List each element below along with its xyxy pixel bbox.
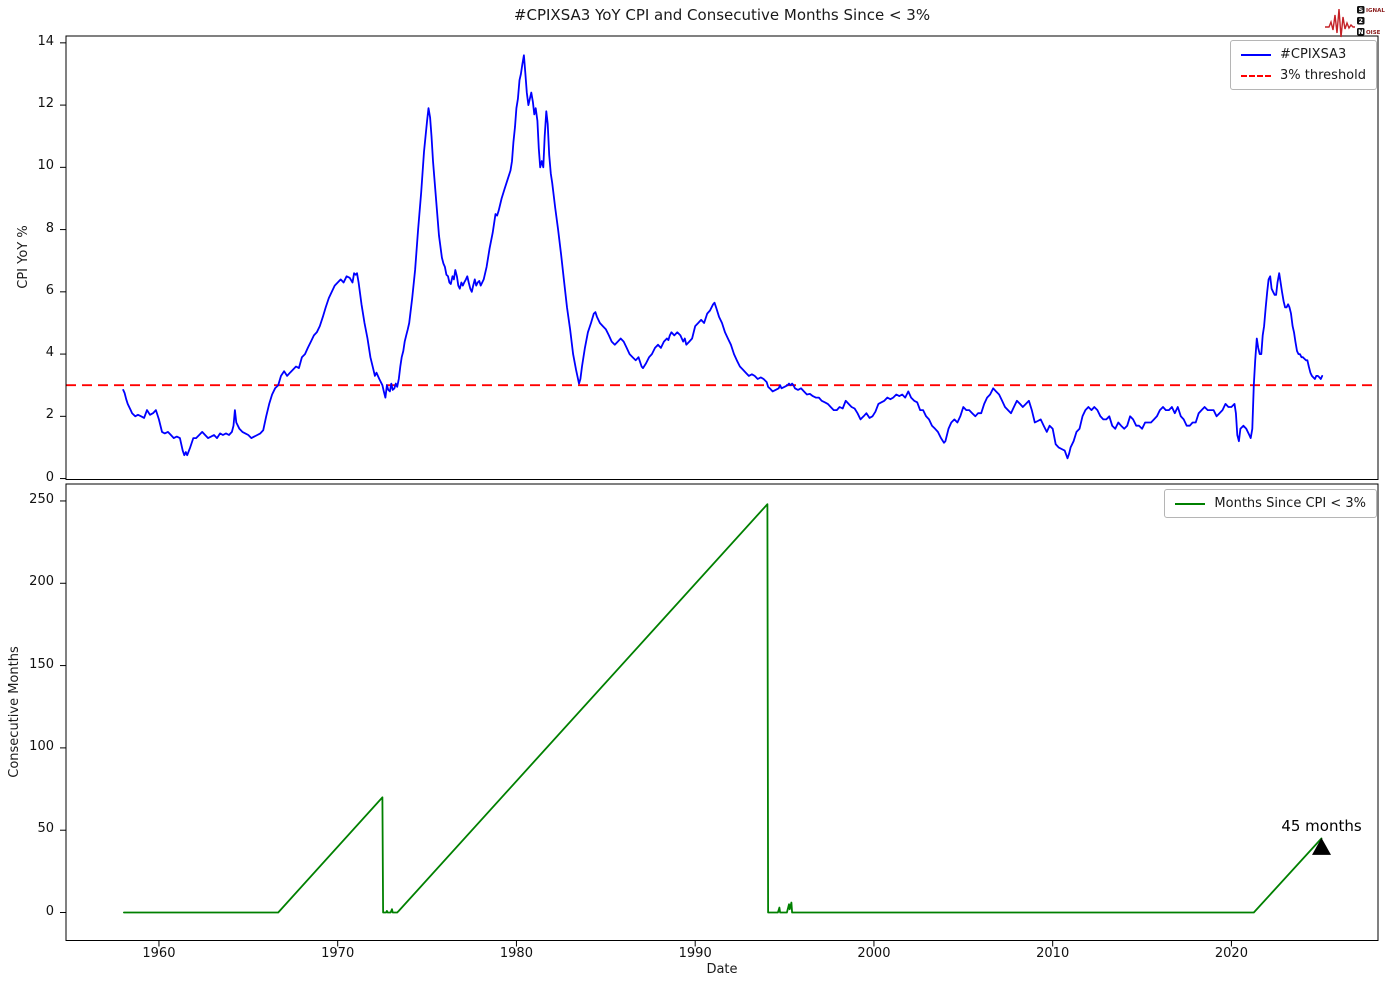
signal2noise-logo: S IGNAL 2 N OISE (1325, 6, 1385, 38)
bottom-series-line (123, 503, 1323, 914)
top-y-tick-label: 4 (45, 345, 54, 361)
threshold-line-sample-icon (1241, 74, 1272, 77)
x-tick-label: 2000 (857, 946, 891, 961)
logo-digit-2: 2 (1359, 17, 1364, 25)
x-tick-label: 1990 (678, 946, 712, 961)
top-y-tick-label: 2 (45, 407, 54, 423)
bottom-y-tick-label: 50 (37, 821, 54, 837)
legend-entry-cpixsa3: #CPIXSA3 (1241, 47, 1366, 62)
legend-entry-months: Months Since CPI < 3% (1175, 496, 1366, 511)
legend-label-threshold: 3% threshold (1280, 68, 1366, 83)
top-y-tick-label: 12 (37, 96, 54, 112)
top-y-tick-label: 8 (45, 220, 54, 236)
x-tick-label: 1970 (321, 946, 355, 961)
bottom-y-tick-label: 250 (29, 491, 54, 507)
legend-label-months: Months Since CPI < 3% (1214, 496, 1366, 511)
top-y-tick-label: 10 (37, 158, 54, 174)
x-tick-label: 1960 (142, 946, 176, 961)
top-y-axis-label: CPI YoY % (16, 225, 31, 289)
logo-box-n (1357, 28, 1365, 36)
top-legend: #CPIXSA3 3% threshold (1230, 40, 1377, 90)
x-axis-label: Date (706, 962, 738, 977)
cpi-line-sample-icon (1241, 53, 1272, 56)
bottom-y-axis-label: Consecutive Months (7, 646, 22, 778)
logo-letter-n: N (1358, 28, 1363, 36)
top-series-line (122, 54, 1324, 460)
bottom-plot-border (65, 483, 1379, 941)
legend-entry-threshold: 3% threshold (1241, 68, 1366, 83)
heartbeat-wave-icon (1325, 8, 1355, 38)
months-line-sample-icon (1175, 502, 1206, 505)
logo-word-noise: OISE (1366, 30, 1381, 36)
bottom-y-tick-label: 0 (45, 903, 54, 919)
end-annotation-text: 45 months (1281, 817, 1362, 836)
end-marker-triangle-icon (1312, 837, 1332, 855)
top-plot-border (65, 35, 1379, 480)
bottom-legend: Months Since CPI < 3% (1164, 489, 1377, 518)
logo-word-signal: IGNAL (1366, 8, 1385, 14)
bottom-y-tick-label: 100 (29, 738, 54, 754)
bottom-y-tick-label: 150 (29, 656, 54, 672)
x-tick-label: 2010 (1036, 946, 1070, 961)
logo-box-2 (1357, 17, 1365, 25)
logo-letter-s: S (1358, 6, 1363, 14)
top-y-tick-label: 6 (45, 282, 54, 298)
x-tick-label: 1980 (499, 946, 533, 961)
top-y-tick-label: 14 (37, 33, 54, 49)
legend-label-cpixsa3: #CPIXSA3 (1280, 47, 1347, 62)
bottom-y-tick-label: 200 (29, 574, 54, 590)
x-tick-label: 2020 (1214, 946, 1248, 961)
chart-title: #CPIXSA3 YoY CPI and Consecutive Months … (513, 6, 931, 24)
logo-box-s (1357, 6, 1365, 14)
top-y-tick-label: 0 (45, 469, 54, 485)
